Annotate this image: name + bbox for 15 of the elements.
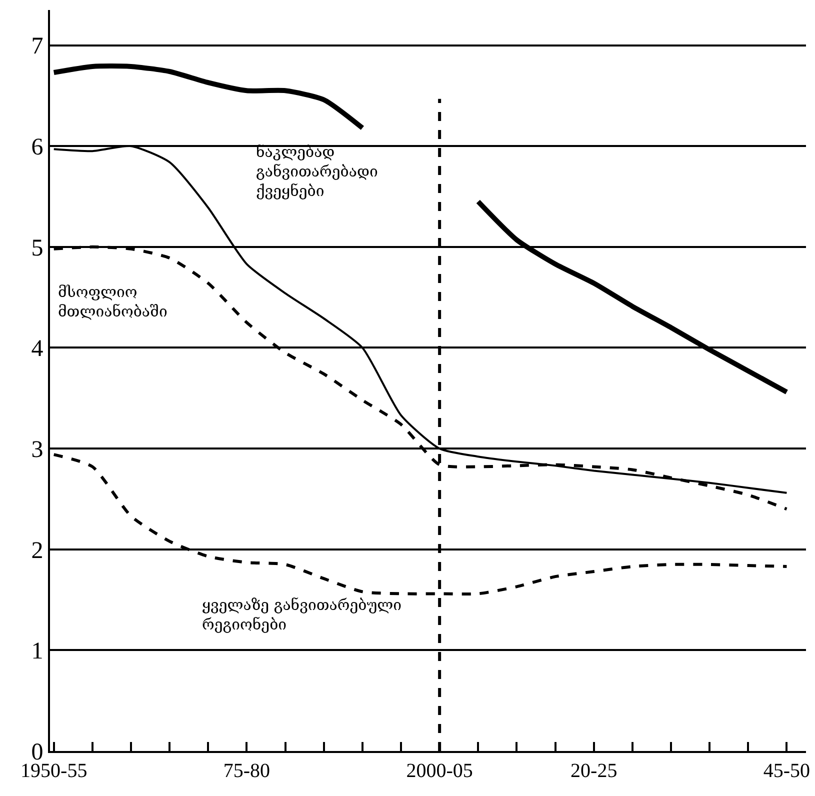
y-tick-label: 7 <box>31 34 44 60</box>
x-tick-label: 2000-05 <box>406 760 473 782</box>
x-tick-label: 1950-55 <box>20 760 88 782</box>
y-tick-label: 6 <box>31 134 44 160</box>
x-tick-label: 75-80 <box>223 760 270 782</box>
series-label: ყველაზე განვითარებული რეგიონები <box>202 596 402 634</box>
y-tick-label: 1 <box>31 638 44 665</box>
y-tick-label: 2 <box>31 538 44 564</box>
y-tick-label: 3 <box>31 436 44 463</box>
series-label: მსოფლიო მთლიანობაში <box>58 283 168 320</box>
y-tick-label: 4 <box>31 336 44 362</box>
y-tick-label: 5 <box>31 235 44 262</box>
x-tick-label: 45-50 <box>763 760 810 782</box>
series-label: ნაკლებად განვითარებადი ქვეყნები <box>256 143 378 200</box>
x-tick-label: 20-25 <box>570 760 618 782</box>
